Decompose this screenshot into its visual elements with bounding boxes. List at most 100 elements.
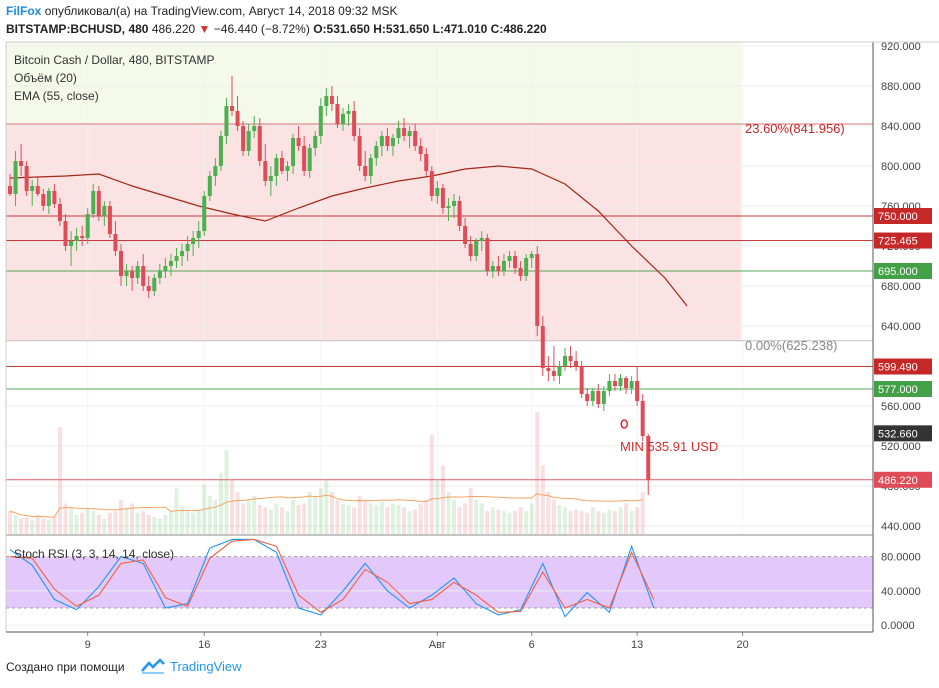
candle-down — [57, 204, 62, 221]
candle-down — [19, 161, 24, 166]
volume-bar — [268, 509, 273, 534]
candle-down — [385, 136, 390, 146]
volume-bar — [407, 511, 412, 534]
candle-up — [274, 158, 279, 176]
publish-info: FilFox опубликовал(а) на TradingView.com… — [6, 4, 398, 18]
candle-up — [324, 96, 329, 106]
volume-bar — [363, 499, 368, 534]
volume-bar — [46, 520, 51, 534]
volume-bar — [590, 507, 595, 534]
candle-down — [279, 158, 284, 171]
publisher-name[interactable]: FilFox — [6, 4, 42, 18]
volume-bar — [579, 511, 584, 534]
volume-bar — [279, 507, 284, 534]
candle-up — [202, 196, 207, 231]
candle-up — [629, 381, 634, 388]
time-tick-label: 16 — [198, 639, 210, 651]
volume-bar — [513, 511, 518, 534]
footer-text: Создано при помощи — [6, 660, 125, 674]
candle-up — [224, 106, 229, 136]
volume-bar — [457, 507, 462, 534]
candle-down — [463, 226, 468, 244]
price-tick-label: 920.000 — [881, 41, 921, 53]
volume-bar — [141, 511, 146, 534]
footer-brand[interactable]: TradingView — [170, 659, 242, 674]
symbol-info: BITSTAMP:BCHUSD, 480 486.220 ▼ −46.440 (… — [6, 22, 547, 36]
volume-bar — [207, 495, 212, 534]
level-price-tag — [874, 358, 932, 375]
candle-up — [563, 356, 567, 366]
candle-down — [107, 206, 112, 234]
volume-bar — [418, 503, 423, 534]
level-price-tag-text: 695.000 — [878, 266, 918, 278]
volume-bar — [585, 512, 590, 534]
volume-bar — [568, 511, 573, 534]
candle-down — [8, 186, 12, 194]
candle-down — [424, 154, 429, 171]
candle-up — [501, 261, 506, 271]
ohlc-values: O:531.650 H:531.650 L:471.010 C:486.220 — [313, 22, 547, 36]
candle-down — [635, 381, 640, 401]
volume-bar — [557, 505, 562, 534]
price-tick-label: 840.000 — [881, 121, 921, 133]
candle-down — [402, 128, 407, 136]
price-chart[interactable]: 920.000880.000840.000800.000760.000720.0… — [0, 0, 939, 656]
ema-line — [9, 165, 688, 307]
volume-bar — [446, 492, 451, 534]
volume-bar — [624, 503, 629, 534]
symbol-name: BITSTAMP:BCHUSD, 480 — [6, 22, 149, 36]
volume-bar — [618, 507, 623, 534]
level-price-tag-text: 599.490 — [878, 362, 918, 374]
candle-down — [429, 171, 434, 196]
candle-up — [207, 176, 212, 196]
volume-bar — [291, 499, 296, 534]
candle-down — [24, 166, 29, 191]
candle-up — [213, 166, 218, 176]
candle-up — [479, 238, 484, 241]
candle-up — [407, 131, 412, 136]
candle-down — [612, 381, 617, 386]
volume-bar — [52, 517, 57, 534]
candle-up — [490, 266, 495, 271]
volume-bar — [601, 512, 606, 534]
candle-down — [363, 166, 368, 176]
candle-down — [624, 378, 629, 388]
time-tick-label: 6 — [529, 639, 535, 651]
level-price-tag-text: 725.465 — [878, 236, 918, 248]
volume-bar — [390, 503, 395, 534]
candle-up — [374, 146, 379, 158]
volume-bar — [474, 499, 479, 534]
volume-bar — [296, 505, 301, 534]
volume-bar — [230, 480, 234, 534]
volume-bar — [8, 511, 12, 534]
candle-down — [119, 251, 123, 276]
volume-bar — [335, 499, 340, 534]
volume-bar — [163, 514, 168, 534]
candle-up — [601, 391, 606, 404]
candle-up — [341, 114, 345, 124]
candle-up — [30, 186, 35, 191]
candle-up — [396, 128, 401, 138]
level-price-tag — [874, 208, 932, 224]
candle-up — [13, 161, 18, 194]
candle-down — [596, 391, 601, 404]
candle-up — [168, 261, 173, 266]
volume-bar — [352, 507, 357, 534]
published-text: опубликовал(а) на TradingView.com, Авгус… — [44, 4, 398, 18]
candle-up — [318, 106, 323, 136]
upper-zone — [6, 42, 741, 125]
candle-up — [507, 256, 512, 261]
volume-bar — [468, 488, 473, 534]
volume-bar — [574, 509, 579, 534]
candle-down — [141, 266, 146, 286]
volume-bar — [385, 507, 390, 534]
candle-up — [102, 206, 107, 216]
volume-bar — [63, 503, 68, 534]
volume-bar — [91, 511, 96, 534]
footer: Создано при помощи TradingView — [0, 656, 939, 688]
volume-bar — [396, 505, 401, 534]
candle-up — [452, 201, 456, 206]
candle-up — [368, 158, 373, 176]
volume-bar — [263, 507, 268, 534]
candle-down — [413, 131, 418, 146]
